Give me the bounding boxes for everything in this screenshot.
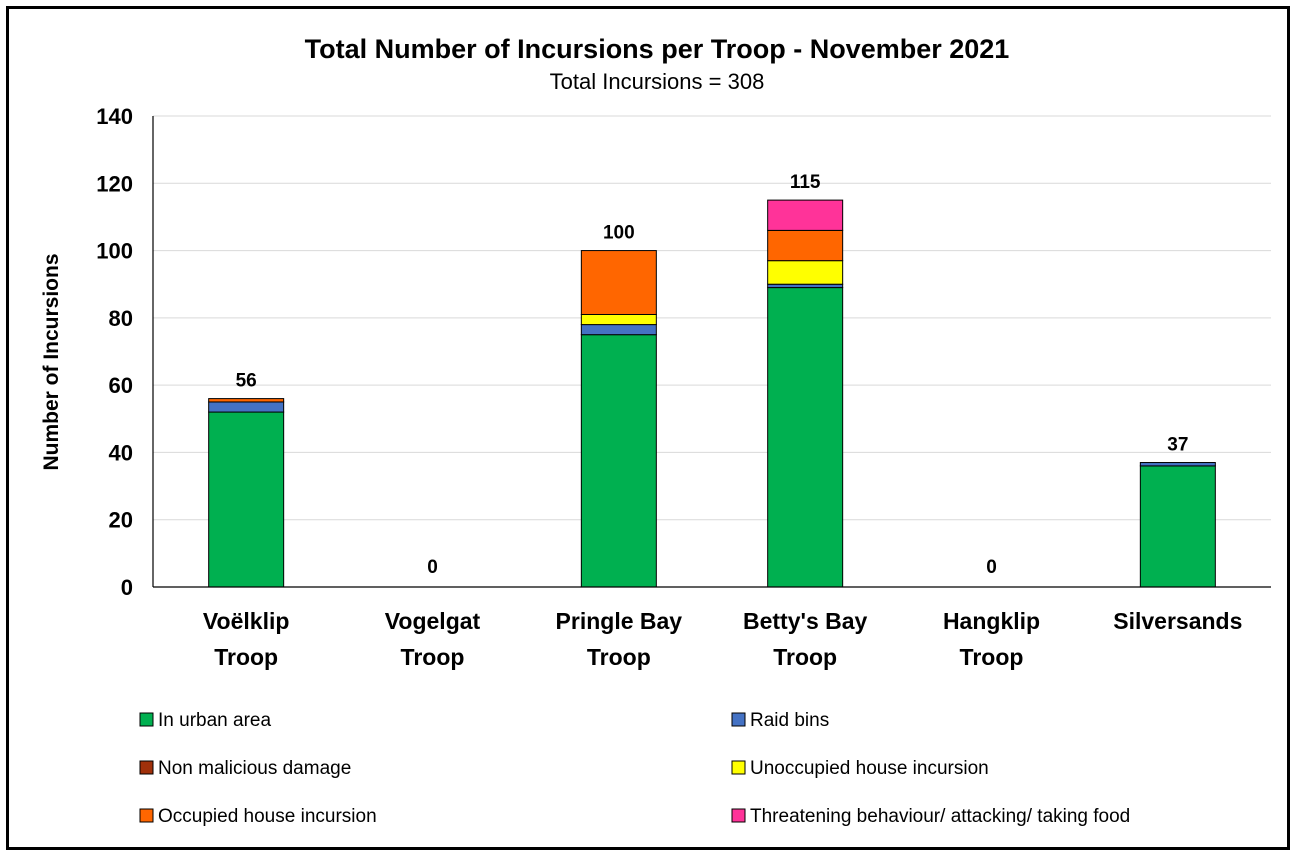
bar-segment xyxy=(580,324,657,336)
legend-swatch xyxy=(139,760,154,775)
data-labels: 56 0 100 115 0 37 xyxy=(236,172,1189,578)
bar-segment xyxy=(767,199,844,231)
legend-label: In urban area xyxy=(158,710,271,731)
legend-label: Non malicious damage xyxy=(158,758,351,779)
chart-title: Total Number of Incursions per Troop - N… xyxy=(305,34,1010,64)
bar-segment xyxy=(767,229,844,262)
y-tick-label: 40 xyxy=(109,440,133,465)
y-tick-label: 140 xyxy=(96,104,133,129)
legend-label: Threatening behaviour/ attacking/ taking… xyxy=(750,806,1130,827)
x-tick-label: Troop xyxy=(587,644,651,670)
y-tick-label: 120 xyxy=(96,171,133,196)
data-label: 56 xyxy=(236,371,257,392)
x-tick-label: Vogelgat xyxy=(385,608,481,634)
data-label: 0 xyxy=(986,557,997,578)
x-tick-label: Betty's Bay xyxy=(743,608,868,634)
legend-label: Raid bins xyxy=(750,710,829,731)
legend-label: Occupied house incursion xyxy=(158,806,377,827)
bar-segment xyxy=(208,401,285,413)
axes: 0 20 40 60 80 100 120 140 xyxy=(96,104,1271,600)
chart-frame: Total Number of Incursions per Troop - N… xyxy=(6,6,1290,850)
legend-swatch xyxy=(731,712,746,727)
bar-segment xyxy=(208,398,285,403)
data-label: 100 xyxy=(603,223,635,244)
bar-segment xyxy=(767,260,844,285)
bar-segment xyxy=(580,250,657,315)
data-label: 37 xyxy=(1167,435,1188,456)
legend-swatch xyxy=(731,808,746,823)
x-tick-label: Hangklip xyxy=(943,608,1040,634)
y-tick-label: 60 xyxy=(109,373,133,398)
data-label: 0 xyxy=(427,557,438,578)
gridlines xyxy=(153,115,1271,521)
x-tick-label: Troop xyxy=(960,644,1024,670)
bar-segment xyxy=(580,334,657,588)
data-label: 115 xyxy=(790,172,821,193)
y-tick-label: 80 xyxy=(109,306,133,331)
bar-segment xyxy=(580,313,657,326)
x-tick-label: Silversands xyxy=(1113,608,1242,634)
bar-segment xyxy=(767,283,844,289)
chart-svg: Total Number of Incursions per Troop - N… xyxy=(40,34,1271,827)
chart-subtitle: Total Incursions = 308 xyxy=(550,69,765,94)
legend-swatch xyxy=(139,712,154,727)
bar-segment xyxy=(208,411,285,588)
legend-swatch xyxy=(139,808,154,823)
x-tick-label: Voëlklip xyxy=(203,608,290,634)
y-tick-label: 0 xyxy=(121,575,133,600)
y-tick-label: 20 xyxy=(109,508,133,533)
y-tick-label: 100 xyxy=(96,239,133,264)
x-tick-labels: Voëlklip Troop Vogelgat Troop Pringle Bay Tro… xyxy=(203,608,1242,670)
legend-label: Unoccupied house incursion xyxy=(750,758,989,779)
bars xyxy=(208,199,1216,588)
x-tick-label: Troop xyxy=(773,644,837,670)
bar-segment xyxy=(767,287,844,588)
legend: In urban area Raid bins Non malicious dama… xyxy=(139,710,1130,827)
y-axis-label: Number of Incursions xyxy=(40,253,63,470)
bar-segment xyxy=(1139,462,1216,467)
legend-swatch xyxy=(731,760,746,775)
bar-segment xyxy=(1139,465,1216,588)
x-tick-label: Troop xyxy=(401,644,465,670)
x-tick-label: Troop xyxy=(214,644,278,670)
x-tick-label: Pringle Bay xyxy=(556,608,683,634)
